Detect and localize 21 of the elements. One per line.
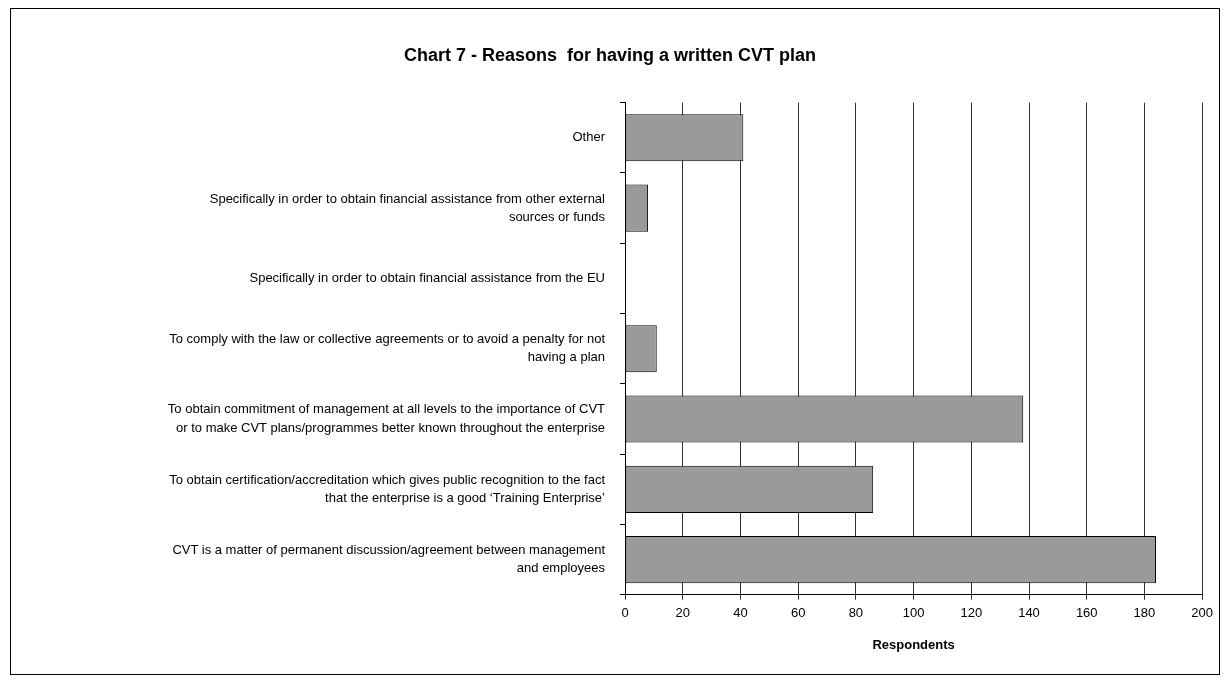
- x-tick-label: 80: [848, 605, 864, 621]
- x-tick-label: 160: [1075, 605, 1098, 621]
- y-tick-label: Specifically in order to obtain financial assistance from the EU: [249, 269, 605, 285]
- x-tick-label: 20: [675, 605, 690, 621]
- x-tick-label: 200: [1191, 605, 1214, 621]
- x-axis-title: Respondents: [872, 636, 955, 652]
- x-tick-label: 180: [1133, 605, 1156, 621]
- y-tick-label: To obtain commitment of management at all levels to the importance of CVT or to make CVT plans/programmes better known throughout the enterprise: [167, 401, 606, 435]
- chart-frame: Respondents Chart 7 - Reasons for having a written CVT plan 0 20 40 60 80 100 120 140 160 180 200 Other Specifically in order to obtain financial assistance from other external sources or funds Specifically in order to obtain financial assistance from the EU To comply with the law or collective agreements or to avoid a penalty for not having a plan To obtain commitment of management at all levels to the importance of CVT or to make CVT plans/programmes better known throughout the enterprise To obtain certification/accreditation which gives public recognition to the fact that the enterprise is a good ‘Training Enterprise’ CVT is a matter of permanent discussion/agreement between management and employees: [10, 8, 1220, 675]
- y-tick-label: To comply with the law or collective agreements or to avoid a penalty for not having a plan: [169, 331, 606, 365]
- y-tick-label: Other: [572, 129, 606, 145]
- y-tick-label: Specifically in order to obtain financial assistance from other external sources or funds: [209, 190, 606, 224]
- x-tick-label: 100: [902, 605, 925, 621]
- x-tick-label: 0: [621, 605, 629, 621]
- chart-title: Chart 7 - Reasons for having a written CVT plan: [403, 44, 817, 65]
- y-tick-label: CVT is a matter of permanent discussion/agreement between management and employees: [172, 542, 606, 576]
- y-tick-label: To obtain certification/accreditation which gives public recognition to the fact that the enterprise is a good ‘Training Enterprise’: [169, 471, 606, 506]
- x-tick-label: 40: [733, 605, 748, 621]
- x-tick-label: 140: [1018, 605, 1040, 621]
- x-tick-label: 60: [790, 605, 806, 621]
- x-tick-label: 120: [960, 605, 983, 621]
